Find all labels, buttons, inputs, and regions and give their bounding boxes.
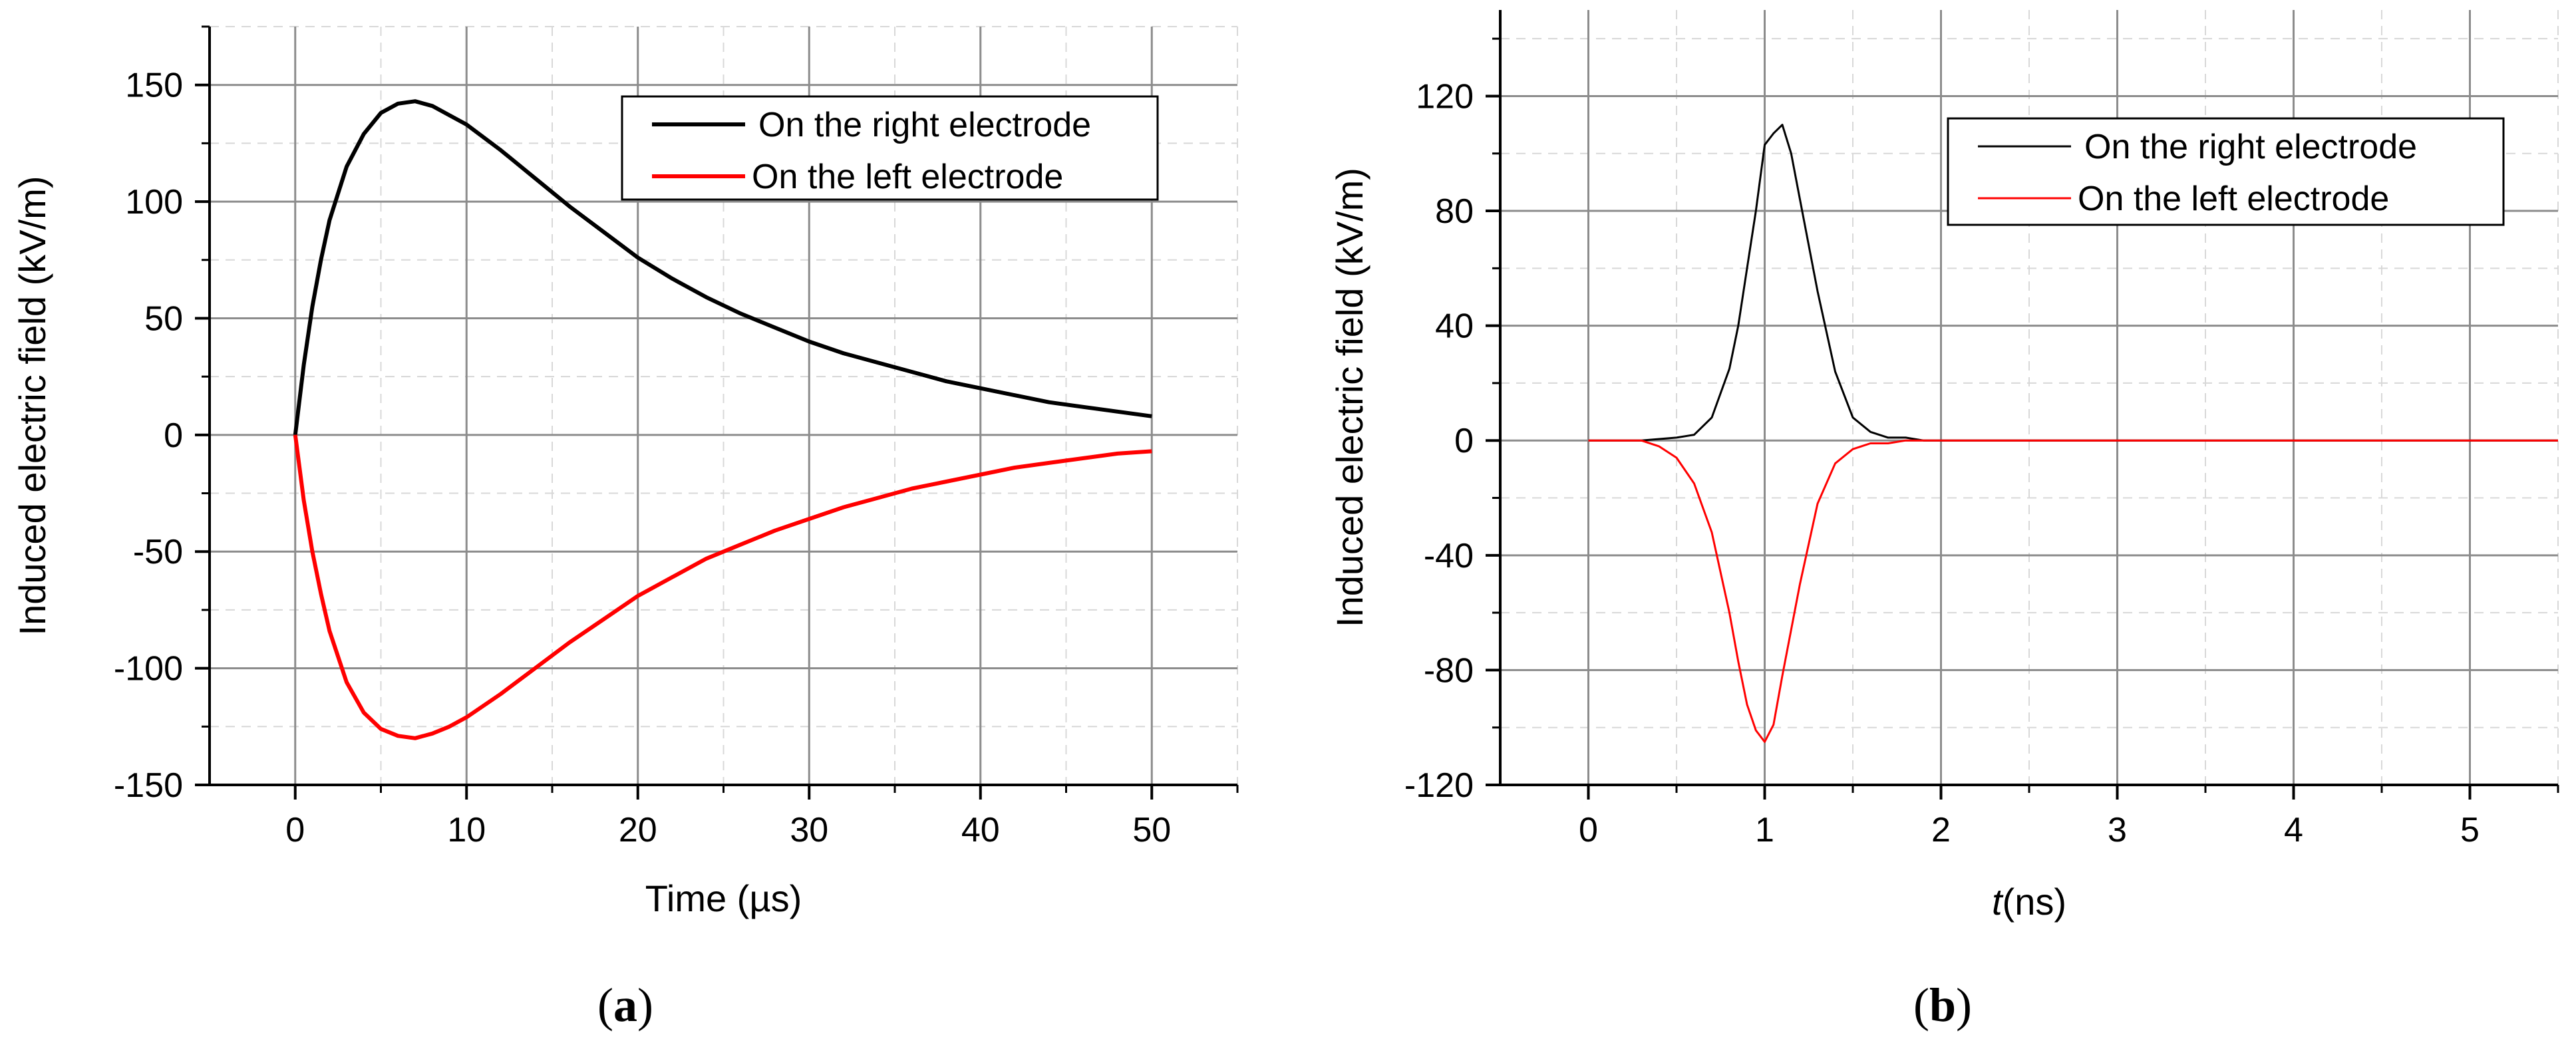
x-tick-label: 5	[2460, 811, 2480, 849]
y-tick-label: 0	[1454, 422, 1474, 460]
legend: On the right electrode On the left electr…	[1947, 117, 2505, 226]
x-axis-title: t(ns)	[1992, 881, 2066, 923]
panel-label-close: )	[1956, 978, 1972, 1032]
panel-label: (b)	[1913, 978, 1972, 1032]
y-tick-label: 150	[125, 67, 183, 105]
y-axis-title: Induced electric field (kV/m)	[1329, 168, 1370, 627]
y-tick-label: 100	[125, 183, 183, 222]
x-tick-label: 20	[619, 811, 657, 849]
x-tick-label: 10	[447, 811, 486, 849]
y-tick-label: 0	[164, 416, 183, 455]
x-tick-label: 4	[2284, 811, 2303, 849]
series-line-left-electrode	[1588, 439, 2558, 743]
legend-box	[621, 95, 1159, 201]
x-tick-label: 3	[2108, 811, 2127, 849]
series-line-left-electrode	[293, 434, 1152, 740]
y-tick-label: 80	[1435, 192, 1474, 231]
series-line-right-electrode	[293, 99, 1152, 436]
panel-label-close: )	[637, 978, 653, 1032]
x-tick-label: 0	[1579, 811, 1598, 849]
y-tick-label: -40	[1424, 537, 1474, 575]
y-tick-label: -100	[114, 650, 183, 688]
x-axis-title: Time (µs)	[645, 877, 802, 919]
y-axis-title: Induced electric field (kV/m)	[11, 176, 53, 636]
x-axis-title-variable: t	[1992, 881, 2004, 923]
y-tick-label: 40	[1435, 307, 1474, 346]
y-tick-label: -80	[1424, 651, 1474, 690]
y-tick-label: -120	[1404, 766, 1474, 805]
panel-b: 0 1 2 3 4 5 -120 -80 -40 0 40 80 120 On the right ele…	[1329, 10, 2559, 1032]
x-tick-label: 50	[1132, 811, 1171, 849]
legend: On the right electrode On the left electr…	[621, 95, 1159, 201]
y-tick-label: -50	[133, 533, 183, 571]
x-tick-label: 0	[285, 811, 305, 849]
panel-label-letter: a	[613, 978, 637, 1032]
y-tick-label: 120	[1416, 77, 1474, 116]
panel-a: 0 10 20 30 40 50 -150 -100 -50 0 50 100 150 On the ri…	[11, 25, 1239, 1032]
legend-label: On the right electrode	[758, 106, 1091, 144]
legend-box	[1947, 117, 2505, 226]
y-tick-label: 50	[144, 299, 183, 338]
legend-label: On the left electrode	[2078, 180, 2389, 218]
x-tick-label: 2	[1931, 811, 1951, 849]
x-tick-label: 30	[790, 811, 828, 849]
x-tick-label: 40	[961, 811, 1000, 849]
panel-label-open: (	[1913, 978, 1929, 1032]
x-tick-label: 1	[1755, 811, 1774, 849]
y-tick-label: -150	[114, 766, 183, 805]
panel-label-open: (	[597, 978, 613, 1032]
legend-label: On the left electrode	[752, 158, 1063, 196]
x-axis-title-unit: (ns)	[2003, 881, 2066, 923]
series-line-right-electrode	[1588, 124, 2558, 442]
panel-label-letter: b	[1929, 978, 1956, 1032]
legend-label: On the right electrode	[2084, 128, 2417, 166]
panel-label: (a)	[597, 978, 653, 1032]
